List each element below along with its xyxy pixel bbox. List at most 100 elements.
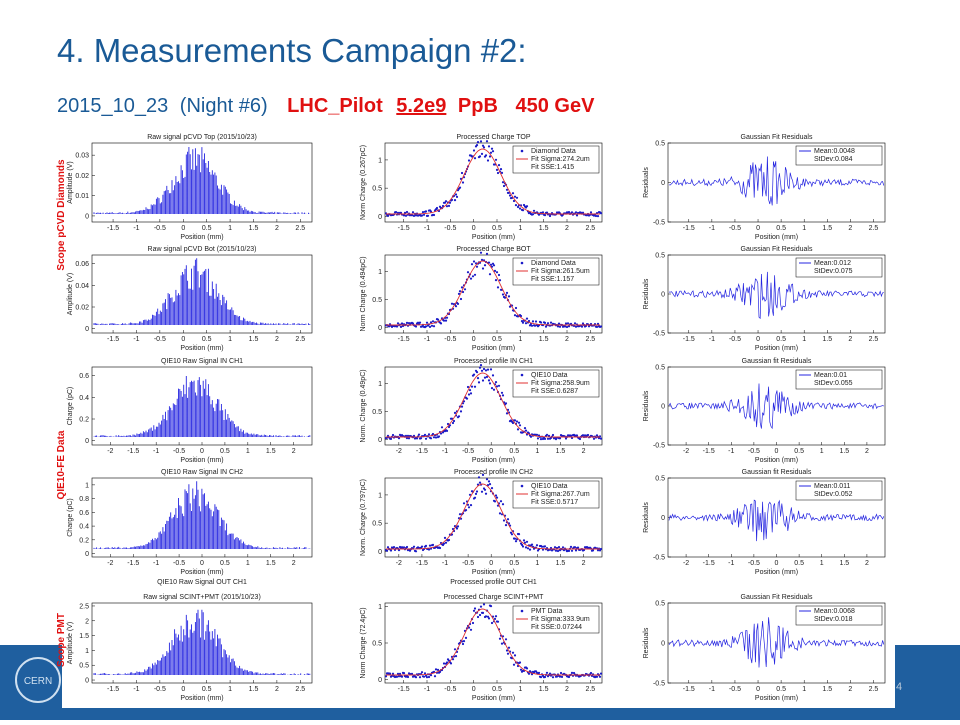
- x-tick-label: 1: [535, 448, 539, 455]
- data-dot: [408, 549, 412, 552]
- data-dot: [407, 322, 411, 325]
- data-dot: [431, 432, 435, 436]
- data-dot: [473, 496, 477, 499]
- y-tick-label: 1.5: [79, 633, 89, 640]
- y-tick-label: 0.5: [655, 601, 665, 608]
- x-tick-label: 1.5: [556, 560, 566, 567]
- x-tick-label: 0: [181, 336, 185, 343]
- data-dot: [520, 543, 524, 547]
- x-tick-label: 0.5: [492, 336, 502, 343]
- data-dot: [461, 181, 465, 184]
- x-tick-label: -2: [107, 560, 113, 567]
- data-dot: [513, 419, 517, 422]
- data-dot: [557, 546, 561, 549]
- x-tick-label: -2: [683, 448, 689, 455]
- data-dot: [491, 150, 495, 153]
- x-tick-label: -1.5: [398, 686, 410, 693]
- data-dot: [567, 675, 571, 679]
- data-dot: [599, 672, 603, 675]
- data-dot: [523, 427, 527, 430]
- data-dot: [405, 210, 409, 214]
- histogram-trace: [93, 147, 311, 214]
- legend-entry: StDev:0.052: [814, 491, 853, 498]
- data-dot: [502, 184, 506, 188]
- data-dot: [484, 154, 488, 157]
- plot: Gaussian Fit Residuals Position (mm) Resid…: [643, 246, 886, 352]
- y-axis-label: Residuals: [643, 390, 650, 421]
- data-dot: [497, 273, 501, 277]
- x-tick-label: -2: [107, 448, 113, 455]
- data-dot: [491, 262, 495, 265]
- data-dot: [460, 286, 464, 289]
- data-dot: [444, 200, 448, 203]
- data-dot: [515, 196, 519, 199]
- data-dot: [500, 391, 504, 394]
- x-tick-label: 1: [518, 686, 522, 693]
- data-dot: [512, 663, 516, 666]
- y-tick-label: 0.5: [655, 476, 665, 483]
- data-dot: [404, 434, 408, 437]
- data-dot: [469, 504, 473, 507]
- data-dot: [420, 545, 424, 548]
- data-dot: [425, 676, 429, 679]
- data-dot: [548, 672, 552, 675]
- data-dot: [535, 544, 539, 547]
- data-dot: [472, 609, 476, 612]
- fit-trace: [386, 372, 600, 438]
- x-tick-label: 0.5: [794, 448, 804, 455]
- x-tick-label: 2: [292, 560, 296, 567]
- data-dot: [451, 658, 455, 661]
- data-dot: [481, 611, 485, 615]
- data-dot: [453, 648, 457, 651]
- y-axis-label: Charge (pC): [67, 387, 74, 426]
- data-dot: [558, 325, 562, 328]
- legend-box: [795, 369, 883, 390]
- plot: Raw signal SCINT+PMT (2015/10/23) QIE10 R…: [67, 579, 313, 702]
- data-dot: [504, 524, 508, 527]
- data-dot: [495, 271, 499, 274]
- y-tick-label: 0.02: [75, 305, 89, 312]
- data-dot: [595, 675, 599, 678]
- plot-title: Processed Charge TOP: [456, 134, 530, 141]
- data-dot: [423, 672, 427, 675]
- data-dot: [485, 375, 489, 378]
- data-dot: [464, 636, 468, 640]
- data-dot: [424, 437, 428, 440]
- data-dot: [596, 215, 600, 218]
- data-dot: [507, 295, 511, 298]
- residual-trace: [668, 271, 884, 320]
- data-dot: [531, 320, 535, 323]
- beam: LHC_Pilot: [287, 95, 383, 117]
- data-dot: [491, 374, 495, 377]
- x-tick-label: -2: [396, 448, 402, 455]
- data-dot: [523, 541, 527, 544]
- data-dot: [473, 385, 477, 388]
- data-dot: [572, 671, 576, 675]
- slide-title: 4. Measurements Campaign #2:: [57, 32, 527, 69]
- x-tick-label: -1.5: [107, 225, 119, 232]
- data-dot: [483, 264, 487, 267]
- plot: QIE10 Raw Signal IN CH1 Position (mm) Char…: [67, 358, 313, 464]
- data-dot: [553, 546, 557, 549]
- data-dot: [441, 431, 445, 434]
- data-dot: [498, 637, 502, 640]
- x-tick-label: 2: [848, 336, 852, 343]
- legend-marker: [520, 484, 524, 488]
- data-dot: [570, 671, 574, 675]
- x-tick-label: 1.5: [249, 686, 259, 693]
- data-dot: [463, 288, 467, 291]
- data-dot: [477, 476, 481, 479]
- x-tick-label: -0.5: [444, 686, 456, 693]
- data-dot: [496, 620, 500, 623]
- x-tick-label: 2: [275, 686, 279, 693]
- y-tick-label: 0.06: [75, 261, 89, 268]
- data-dot: [499, 500, 503, 503]
- y-tick-label: 0: [378, 437, 382, 444]
- data-dot: [410, 672, 414, 676]
- data-dot: [467, 393, 471, 396]
- x-tick-label: -0.5: [444, 225, 456, 232]
- x-tick-label: 2.5: [295, 336, 305, 343]
- residual-trace: [668, 383, 884, 430]
- x-tick-label: 0.5: [509, 448, 519, 455]
- data-dot: [405, 321, 409, 324]
